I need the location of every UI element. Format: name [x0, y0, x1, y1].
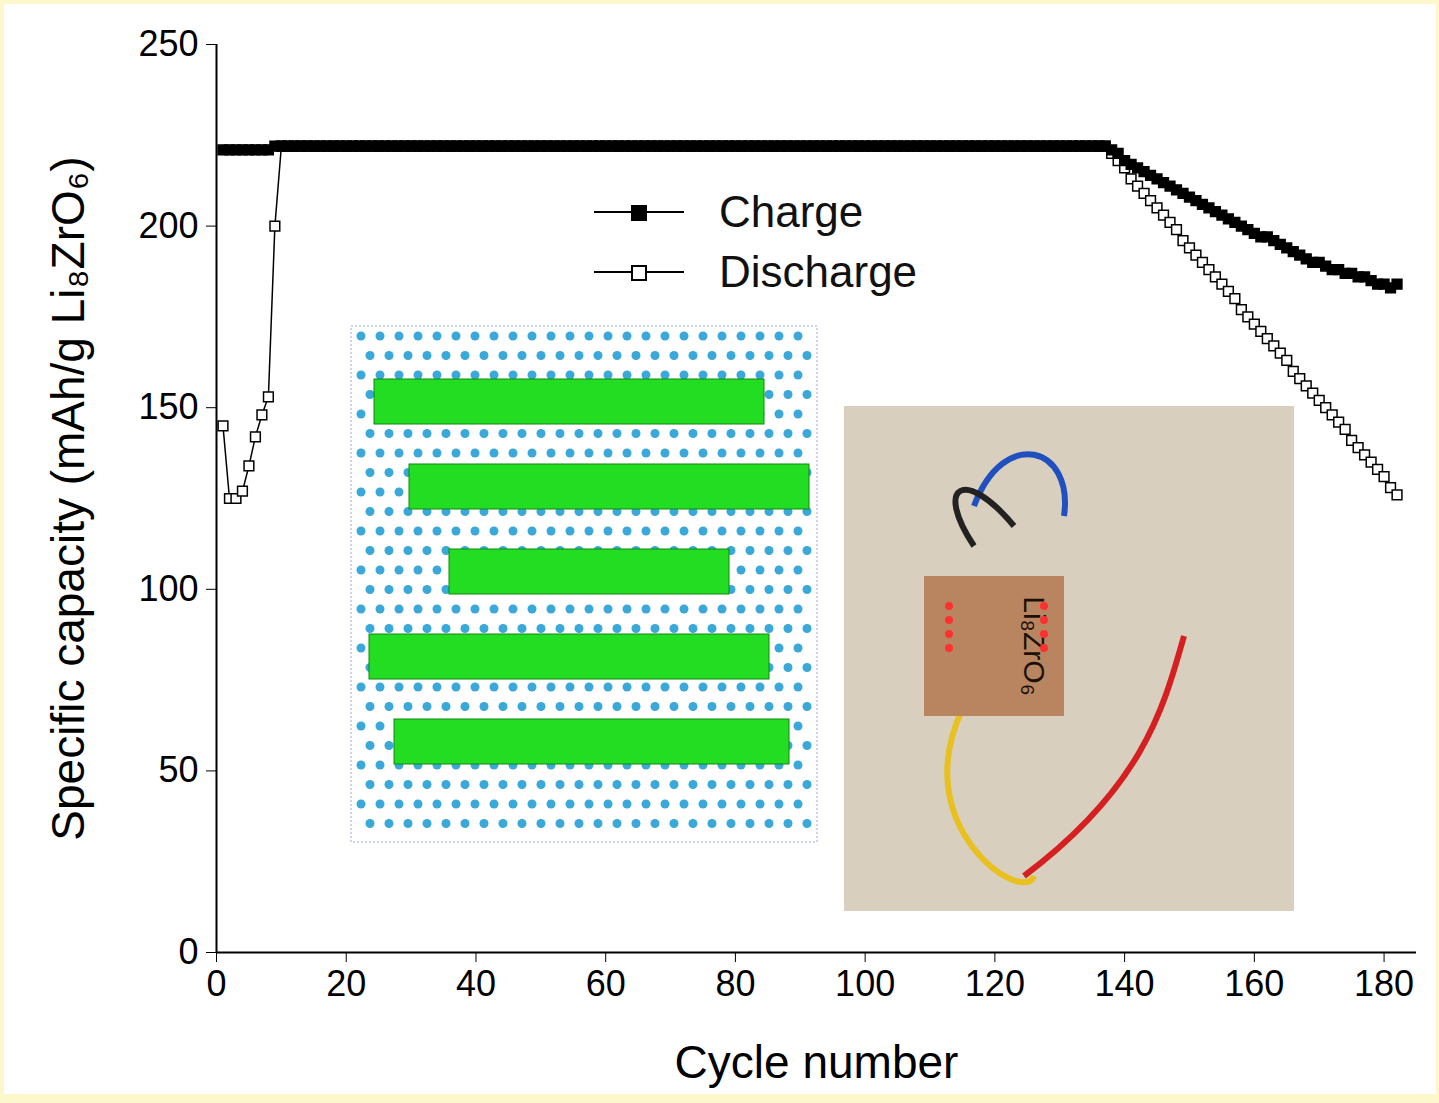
svg-text:20: 20 [326, 963, 366, 1004]
svg-text:Cycle number: Cycle number [675, 1036, 959, 1088]
svg-text:Specific capacity (mAh/g Li₈Zr: Specific capacity (mAh/g Li₈ZrO₆) [42, 156, 94, 840]
svg-text:50: 50 [158, 749, 198, 790]
svg-text:140: 140 [1095, 963, 1155, 1004]
svg-text:100: 100 [835, 963, 895, 1004]
svg-text:0: 0 [206, 963, 226, 1004]
html-text:Discharge: Discharge [719, 247, 918, 296]
svg-text:120: 120 [965, 963, 1025, 1004]
svg-text:180: 180 [1354, 963, 1414, 1004]
svg-text:160: 160 [1224, 963, 1284, 1004]
html-text:Charge: Charge [719, 187, 864, 236]
svg-text:40: 40 [456, 963, 496, 1004]
svg-text:0: 0 [178, 931, 198, 972]
svg-text:Li₈ZrO₆: Li₈ZrO₆ [1018, 596, 1051, 696]
svg-text:250: 250 [138, 23, 198, 64]
svg-text:200: 200 [138, 205, 198, 246]
svg-text:60: 60 [586, 963, 626, 1004]
svg-text:150: 150 [138, 386, 198, 427]
svg-text:100: 100 [138, 568, 198, 609]
svg-text:80: 80 [715, 963, 755, 1004]
